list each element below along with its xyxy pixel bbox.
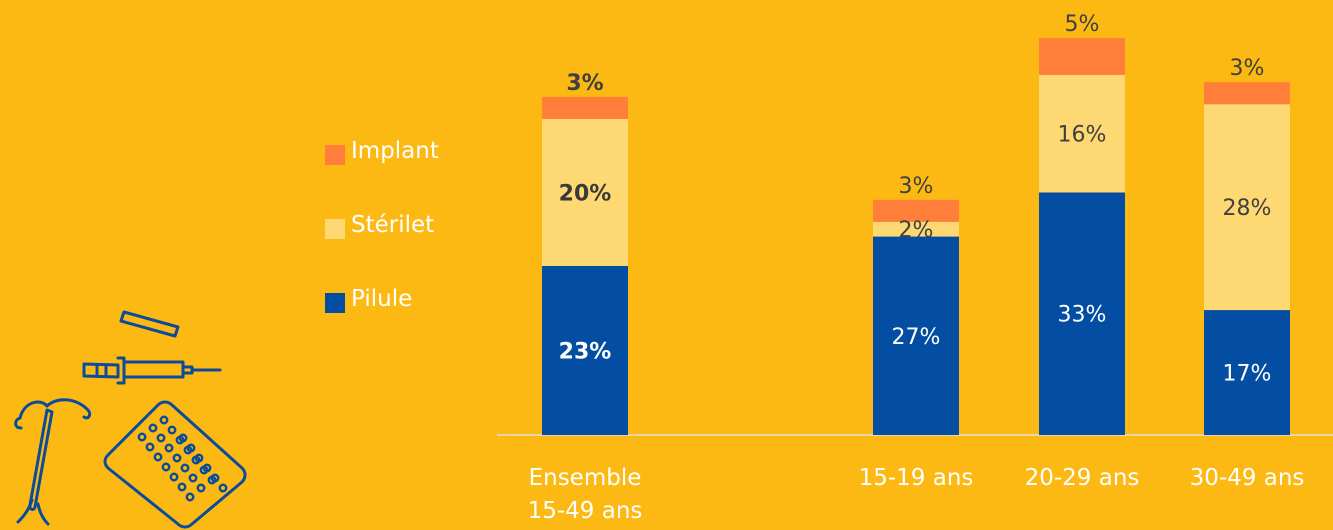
iud-icon <box>14 398 92 526</box>
data-label-pilule-2: 33% <box>1058 303 1107 328</box>
bar-segment-implant-2 <box>1039 38 1125 75</box>
bar-segment-implant-1 <box>873 199 959 222</box>
legend-label-pilule: Pilule <box>351 286 413 312</box>
bar-segment-strilet-2 <box>1039 74 1125 193</box>
bar-segment-pilule-0 <box>542 265 628 435</box>
bar-segment-pilule-2 <box>1039 192 1125 435</box>
legend-label-sterilet: Stérilet <box>351 212 435 238</box>
contraception-icons <box>14 310 247 529</box>
data-label-implant-2: 5% <box>1065 12 1100 37</box>
data-label-implant-0: 3% <box>566 71 603 96</box>
pill-pack-icon <box>103 400 247 529</box>
bar-segment-pilule-3 <box>1204 310 1290 435</box>
data-label-strilet-2: 16% <box>1058 123 1107 148</box>
data-label-pilule-3: 17% <box>1223 362 1272 387</box>
bar-segment-strilet-1 <box>873 221 959 237</box>
implant-rod-icon <box>119 310 180 338</box>
legend-swatch-pilule <box>325 293 345 313</box>
data-label-implant-1: 3% <box>899 174 934 199</box>
category-label-1-0: 15-19 ans <box>859 465 974 491</box>
bar-segment-pilule-1 <box>873 236 959 435</box>
bar-segment-strilet-3 <box>1204 104 1290 311</box>
data-label-pilule-1: 27% <box>892 325 941 350</box>
data-label-pilule-0: 23% <box>559 339 612 364</box>
data-label-strilet-1: 2% <box>899 218 934 243</box>
legend-swatch-implant <box>325 145 345 165</box>
bar-segment-implant-0 <box>542 96 628 119</box>
data-label-implant-3: 3% <box>1230 56 1265 81</box>
category-label-0-1: 15-49 ans <box>528 498 643 524</box>
data-label-strilet-0: 20% <box>559 181 612 206</box>
legend-swatch-sterilet <box>325 219 345 239</box>
bar-segment-implant-3 <box>1204 82 1290 105</box>
data-label-strilet-3: 28% <box>1223 196 1272 221</box>
category-label-3-0: 30-49 ans <box>1190 465 1305 491</box>
bar-segment-strilet-0 <box>542 118 628 266</box>
category-label-2-0: 20-29 ans <box>1025 465 1140 491</box>
syringe-icon <box>82 356 222 385</box>
category-label-0-0: Ensemble <box>529 465 642 491</box>
legend-label-implant: Implant <box>351 138 439 164</box>
